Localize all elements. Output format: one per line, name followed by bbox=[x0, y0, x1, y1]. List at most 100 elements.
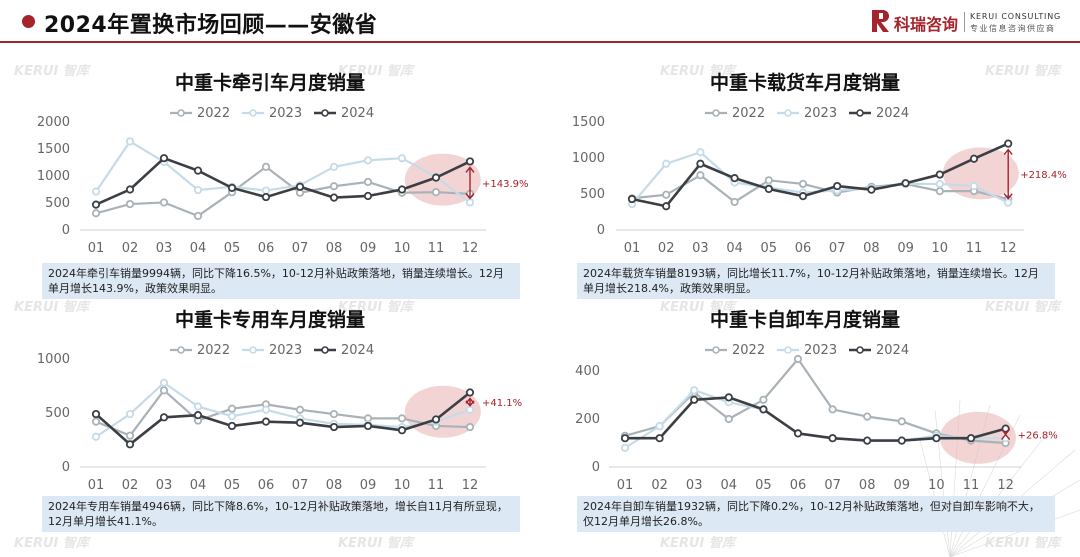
chart-panel-special: 中重卡专用车月度销量 0 500 1000 01 02 03 04 05 06 07 08 09 10 1… bbox=[20, 305, 540, 551]
x-tick-label: 06 bbox=[795, 241, 812, 256]
x-tick-label: 11 bbox=[963, 478, 980, 493]
brand-separator bbox=[964, 12, 965, 32]
x-tick-label: 02 bbox=[122, 478, 139, 493]
legend-label: 2024 bbox=[876, 106, 909, 121]
watermark: KERUI 智库 bbox=[985, 536, 1060, 551]
x-tick-label: 02 bbox=[651, 478, 668, 493]
data-point-2024 bbox=[465, 157, 475, 166]
series-line-2023 bbox=[95, 381, 471, 438]
data-point-2022 bbox=[363, 414, 373, 423]
data-point-2022 bbox=[91, 209, 101, 218]
legend-label: 2022 bbox=[197, 343, 230, 358]
series-line-2022 bbox=[631, 174, 1009, 204]
chart-title: 中重卡牵引车月度销量 bbox=[174, 72, 365, 94]
data-point-2022 bbox=[91, 417, 101, 426]
watermark: KERUI 智库 bbox=[14, 300, 89, 315]
x-tick-label: 12 bbox=[462, 241, 479, 256]
chart-title: 中重卡自卸车月度销量 bbox=[709, 309, 900, 331]
data-point-2023 bbox=[261, 186, 271, 195]
line-chart-dump: 0 200 400 01 02 03 04 05 06 07 08 09 10 11 12 2022 2023 2… bbox=[575, 343, 1058, 493]
data-point-2024 bbox=[329, 422, 339, 432]
watermark: KERUI 智库 bbox=[660, 64, 735, 79]
y-tick-label: 1000 bbox=[37, 352, 70, 367]
y-tick-label: 0 bbox=[62, 460, 70, 475]
y-tick-label: 2000 bbox=[37, 115, 70, 130]
data-point-2023 bbox=[125, 409, 135, 419]
data-point-2023 bbox=[696, 148, 705, 157]
chart-note: 2024年自卸车销量1932辆，同比下降0.2%，10-12月补贴政策落地，但对… bbox=[577, 496, 1055, 532]
y-tick-label: 1500 bbox=[37, 142, 70, 157]
x-tick-label: 01 bbox=[624, 241, 641, 256]
growth-arrow-head-bottom bbox=[1001, 428, 1011, 436]
legend-marker bbox=[321, 346, 329, 354]
y-tick-label: 1000 bbox=[37, 169, 70, 184]
y-tick-label: 200 bbox=[575, 412, 600, 427]
legend-label: 2024 bbox=[341, 343, 374, 358]
legend-marker bbox=[321, 109, 329, 117]
data-point-2023 bbox=[329, 162, 339, 171]
brand-name-cn: 科瑞咨询 bbox=[894, 15, 959, 34]
legend-marker bbox=[177, 346, 185, 354]
watermark: KERUI 智库 bbox=[985, 64, 1060, 79]
y-tick-label: 0 bbox=[597, 223, 605, 238]
data-point-2024 bbox=[828, 434, 837, 443]
x-tick-label: 10 bbox=[394, 478, 411, 493]
x-tick-label: 01 bbox=[617, 478, 634, 493]
data-point-2024 bbox=[91, 409, 101, 419]
legend-label: 2022 bbox=[732, 106, 765, 121]
x-tick-label: 02 bbox=[658, 241, 675, 256]
chart-note: 2024年专用车销量4946辆，同比下降8.6%，10-12月补贴政策落地，增长… bbox=[42, 496, 520, 532]
data-point-2023 bbox=[690, 386, 699, 395]
data-point-2024 bbox=[125, 185, 135, 194]
data-point-2023 bbox=[1004, 198, 1013, 207]
x-tick-label: 08 bbox=[326, 241, 343, 256]
data-point-2024 bbox=[867, 185, 876, 194]
x-tick-label: 12 bbox=[997, 478, 1014, 493]
data-point-2023 bbox=[465, 198, 475, 207]
data-point-2022 bbox=[897, 417, 906, 426]
data-point-2024 bbox=[897, 436, 906, 445]
data-point-2024 bbox=[397, 185, 407, 194]
series-line-2024 bbox=[631, 142, 1009, 208]
data-point-2024 bbox=[397, 426, 407, 435]
x-tick-label: 07 bbox=[292, 478, 309, 493]
data-point-2024 bbox=[969, 154, 979, 163]
x-tick-label: 08 bbox=[859, 478, 876, 493]
data-point-2024 bbox=[465, 388, 475, 397]
header-rule bbox=[0, 41, 1080, 43]
legend-marker bbox=[177, 109, 185, 117]
data-point-2024 bbox=[966, 434, 976, 443]
data-point-2024 bbox=[295, 418, 305, 427]
data-point-2023 bbox=[91, 187, 101, 196]
data-point-2022 bbox=[227, 404, 237, 413]
data-point-2022 bbox=[730, 197, 739, 207]
x-tick-label: 09 bbox=[894, 478, 911, 493]
x-tick-label: 07 bbox=[292, 241, 309, 256]
legend-marker bbox=[856, 346, 864, 354]
y-tick-label: 500 bbox=[580, 187, 605, 202]
data-point-2023 bbox=[227, 412, 237, 421]
data-point-2022 bbox=[935, 187, 944, 196]
data-point-2022 bbox=[764, 176, 773, 185]
data-point-2024 bbox=[798, 192, 808, 201]
data-point-2024 bbox=[764, 184, 773, 194]
brand-logo-icon bbox=[872, 10, 889, 32]
legend-label: 2024 bbox=[876, 343, 909, 358]
data-point-2023 bbox=[655, 422, 664, 431]
series-line-2024 bbox=[95, 156, 471, 206]
data-point-2024 bbox=[159, 154, 169, 163]
chart-title: 中重卡专用车月度销量 bbox=[174, 309, 365, 331]
x-tick-label: 09 bbox=[360, 241, 377, 256]
x-tick-label: 05 bbox=[755, 478, 772, 493]
data-point-2022 bbox=[465, 422, 475, 432]
data-point-2024 bbox=[696, 159, 705, 168]
x-tick-label: 06 bbox=[258, 241, 275, 256]
x-tick-label: 12 bbox=[1000, 241, 1017, 256]
data-point-2023 bbox=[969, 181, 979, 191]
growth-annotation: +26.8% bbox=[1018, 430, 1058, 441]
data-point-2024 bbox=[1004, 139, 1013, 148]
legend-label: 2022 bbox=[197, 106, 230, 121]
data-point-2023 bbox=[125, 137, 135, 146]
x-tick-label: 06 bbox=[258, 478, 275, 493]
y-tick-label: 0 bbox=[592, 460, 600, 475]
